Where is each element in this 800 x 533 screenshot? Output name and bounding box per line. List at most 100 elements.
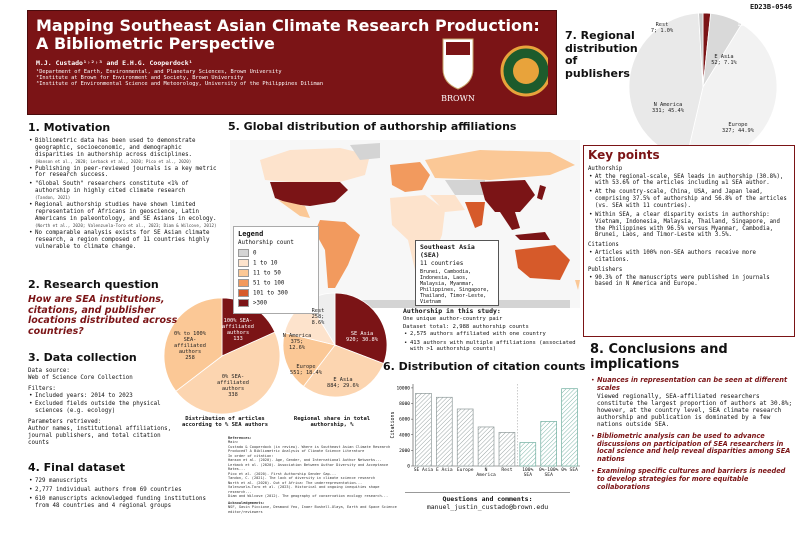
box-title: Key points xyxy=(588,148,660,162)
bullet-text: Publishing in peer-reviewed journals is … xyxy=(35,165,217,179)
section-title: 3. Data collection xyxy=(28,351,137,364)
bullet: 729 manuscripts xyxy=(28,478,220,485)
study-box: Authorship in this study: One unique aut… xyxy=(403,307,581,355)
section-title: 6. Distribution of citation counts xyxy=(383,360,586,373)
reference-list: Main: Custado & Cooperdock (in review). W… xyxy=(228,440,400,498)
key-points: Key points Authorship At the regional-sca… xyxy=(583,145,795,337)
slice-category: SE Asia xyxy=(350,330,374,337)
box-title: Southeast Asia (SEA) xyxy=(420,243,475,259)
slice-value: 258; 8.6% xyxy=(311,313,325,327)
y-tick-label: 4000 xyxy=(399,432,410,438)
contact: Questions and comments: manuel_justin_cu… xyxy=(405,492,570,511)
legend-item: 0 xyxy=(238,249,314,258)
countries: Brunei, Cambodia, Indonesia, Laos, Malay… xyxy=(420,268,490,305)
slice-label: 0% to 100% SEA-affiliated authors 258 xyxy=(170,331,210,361)
bar xyxy=(415,393,432,467)
ack: NSF, Gavin Piccione, Desmond Yeo, Inaer … xyxy=(228,505,397,514)
bar xyxy=(436,396,453,467)
slice-label: Europe 551; 18.4% xyxy=(289,364,323,376)
label: Data source: xyxy=(28,367,70,374)
section-title: 5. Global distribution of authorship aff… xyxy=(228,120,517,133)
slice-value: 338 xyxy=(228,392,238,399)
title: A Bibliometric Perspective xyxy=(36,34,275,54)
authors: M.J. Custado¹˒²˒³ and E.H.G. Cooperdock¹ xyxy=(36,58,193,67)
pie-caption: Regional share in total authorship, % xyxy=(293,416,371,428)
slice-label: N America 331; 45.4% xyxy=(646,102,690,114)
slice-label: 100% SEA-affiliated authors 133 xyxy=(218,318,258,342)
slice-category: E Asia xyxy=(333,376,353,383)
ack-title: Acknowledgements: xyxy=(228,500,265,505)
x-tick-label: Europe xyxy=(456,468,474,473)
bullet: No comparable analysis exists for SE Asi… xyxy=(28,230,218,251)
slice-value: 12; 1.6% xyxy=(737,22,763,28)
slice-value: 52; 7.1% xyxy=(711,60,737,66)
box-title: Authorship in this study: xyxy=(403,307,501,315)
legend-label: 1 to 10 xyxy=(253,260,278,267)
bullet-text: Regional authorship studies have shown l… xyxy=(35,202,217,223)
y-tick-label: 0 xyxy=(407,464,410,470)
section-title: 8. Conclusions and implications xyxy=(590,342,728,372)
motivation: 1. Motivation Bibliometric data has been… xyxy=(28,121,218,253)
conclusion: Bibliometric analysis can be used to adv… xyxy=(590,432,795,465)
bullet-text: Bibliometric data has been used to demon… xyxy=(35,137,196,158)
contact-label: Questions and comments: xyxy=(442,495,533,503)
bullet-text: No comparable analysis exists for SE Asi… xyxy=(35,230,210,251)
pie-slice xyxy=(175,331,281,415)
bullet-list: 2,575 authors affiliated with one countr… xyxy=(403,331,581,353)
email: manuel_justin_custado@brown.edu xyxy=(426,503,549,511)
slice-value: 258 xyxy=(185,355,195,362)
y-tick-label: 8000 xyxy=(399,401,410,407)
header: Mapping Southeast Asian Climate Research… xyxy=(27,10,557,115)
country xyxy=(445,180,485,195)
conclusion-heading: Examining specific cultures and barriers… xyxy=(597,467,786,492)
affiliation: ²Institute at Brown for Environment and … xyxy=(36,75,244,82)
bullet: Included years: 2014 to 2023 xyxy=(28,393,178,400)
conclusion: Examining specific cultures and barriers… xyxy=(590,467,795,492)
pie-slice xyxy=(163,297,223,392)
bullet: 413 authors with multiple affiliations (… xyxy=(403,340,581,353)
references-title: References: xyxy=(228,436,252,440)
research-question: 2. Research question How are SEA institu… xyxy=(28,278,206,338)
country xyxy=(425,150,575,180)
reference: Main: xyxy=(228,440,239,445)
legend-label: 0 xyxy=(253,250,257,257)
slice-label: SE Asia 920; 30.8% xyxy=(344,331,380,343)
legend-label: 51 to 100 xyxy=(253,280,285,287)
slice-label: E Asia 52; 7.1% xyxy=(711,54,737,66)
legend-subtitle: Authorship count xyxy=(238,240,294,247)
bullet: 610 manuscripts acknowledged funding ins… xyxy=(28,496,220,510)
references: References: Main: Custado & Cooperdock (i… xyxy=(228,436,400,514)
legend-label: >300 xyxy=(253,300,267,307)
slice-value: 920; 30.8% xyxy=(346,337,378,343)
conclusion: Nuances in representation can be seen at… xyxy=(590,376,795,429)
box-subtitle: One unique author-country pair xyxy=(403,315,503,322)
slice-category: Rest xyxy=(655,21,669,28)
slice-category: Europe xyxy=(296,363,316,370)
x-tick-label: 0% SEA xyxy=(561,468,578,473)
logos: BROWN xyxy=(441,38,548,103)
legend-label: 11 to 50 xyxy=(253,270,281,277)
reference: Diam and Wilcove (2012). The geography o… xyxy=(228,494,389,499)
legend-items: 0 1 to 10 11 to 50 51 to 100 101 to 300 >300 xyxy=(238,249,314,308)
x-tick-label: N America xyxy=(476,468,496,479)
text: Author names, institutional affiliations… xyxy=(28,426,172,447)
bullet: Excluded fields outside the physical sci… xyxy=(28,401,178,415)
x-tick-label: Rest xyxy=(501,468,513,473)
y-tick-label: 6000 xyxy=(399,417,410,423)
pie-caption: Distribution of articles according to % … xyxy=(181,416,269,428)
affiliation: ¹Department of Earth, Environmental, and… xyxy=(36,68,282,75)
label: Parameters retrieved: xyxy=(28,419,102,426)
bullet-list: Included years: 2014 to 2023Excluded fie… xyxy=(28,393,178,416)
slice-value: 7; 1.0% xyxy=(650,28,674,34)
affiliations: ¹Department of Earth, Environmental, and… xyxy=(36,69,548,88)
country xyxy=(480,180,535,212)
reference: Valenzuela-Toro et al. (2023). Historica… xyxy=(228,485,380,494)
y-tick-label: 10000 xyxy=(396,385,410,391)
reference: North et al. (2020). Out of Africa: The … xyxy=(228,480,363,485)
slice-category: 0% SEA-affiliated authors xyxy=(217,373,249,392)
x-tick-label: 0%-100% SEA xyxy=(539,468,559,479)
slice-label: N America 375; 12.6% xyxy=(282,333,312,351)
logo-text: BROWN xyxy=(441,94,475,103)
data-collection: 3. Data collection Data source: Web of S… xyxy=(28,351,178,447)
slice-category: 0% to 100% SEA-affiliated authors xyxy=(174,330,206,356)
